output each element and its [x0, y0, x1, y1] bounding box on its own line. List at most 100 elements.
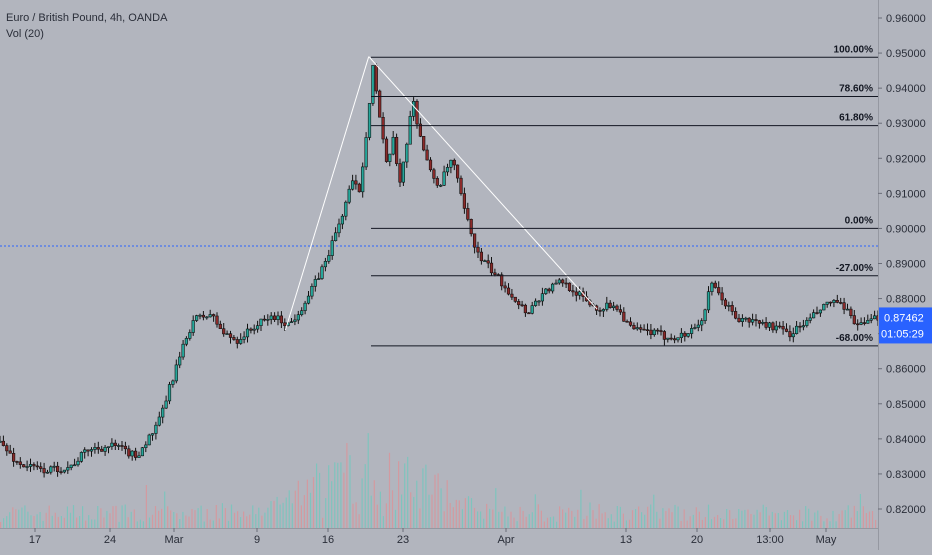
volume-bar [139, 519, 141, 528]
candle-body [839, 302, 843, 304]
volume-bar [799, 509, 801, 528]
volume-bar [519, 506, 521, 528]
candle-body [364, 137, 368, 168]
candle-body [835, 299, 839, 303]
candle-body [73, 464, 77, 467]
volume-bar [610, 514, 612, 528]
volume-bar [504, 506, 506, 528]
candle-body [154, 424, 158, 434]
candle-body [235, 339, 239, 344]
volume-bar [513, 517, 515, 528]
candle-body [801, 325, 805, 328]
candle-body [123, 445, 127, 450]
candle-body [59, 471, 63, 474]
candle-body [506, 287, 511, 295]
candle-body [242, 336, 246, 340]
candle-body [578, 291, 582, 296]
volume-bar [27, 511, 29, 528]
candle-body [832, 299, 836, 303]
volume-bar [467, 496, 470, 528]
volume-bar [237, 511, 239, 528]
candle-body [527, 312, 531, 315]
candle-body [374, 65, 378, 92]
candle-body [818, 309, 822, 314]
volume-bar [60, 516, 62, 528]
volume-bar [601, 513, 603, 528]
volume-bar [592, 510, 594, 528]
volume-bar [15, 509, 17, 528]
candle-body [744, 317, 748, 320]
candle-body [439, 185, 443, 187]
price-tick-label: 0.88000 [886, 294, 926, 306]
current-price-badge[interactable] [879, 307, 932, 344]
trend-line-2[interactable] [368, 56, 598, 310]
volume-bar [823, 521, 825, 528]
candle-body [174, 364, 178, 382]
candle-body [178, 356, 182, 366]
candle-body [140, 447, 145, 457]
candle-body [388, 153, 392, 162]
volume-bar [689, 516, 691, 528]
candle-body [720, 292, 724, 301]
volume-bar [522, 510, 524, 528]
volume-bar [200, 505, 202, 528]
current-price-label: 0.87462 [884, 312, 924, 324]
volume-bar [349, 455, 351, 528]
volume-bar [227, 520, 230, 528]
time-tick-label: Apr [497, 534, 514, 546]
volume-bar [747, 509, 749, 528]
volume-bar [868, 511, 871, 528]
volume-bar [261, 515, 263, 528]
volume-bar [42, 520, 44, 528]
volume-bar [6, 516, 8, 528]
symbol-title[interactable]: Euro / British Pound, 4h, OANDA [6, 12, 168, 24]
candle-body [357, 183, 361, 193]
time-axis[interactable] [0, 528, 878, 550]
candle-body [533, 300, 538, 306]
candle-body [656, 329, 660, 332]
volume-bar [100, 508, 102, 528]
volume-bar [531, 512, 533, 528]
volume-bar [331, 481, 333, 528]
candle-body [272, 315, 277, 320]
volume-bar [489, 508, 491, 528]
volume-indicator-label[interactable]: Vol (20) [6, 28, 44, 40]
candle-body [645, 329, 650, 332]
candle-body [279, 315, 284, 324]
candle-body [503, 285, 507, 289]
volume-bar [768, 515, 770, 528]
volume-bar [358, 514, 360, 528]
volume-bar [543, 521, 545, 528]
volume-bar [607, 518, 609, 528]
candle-body [710, 282, 714, 293]
candle-body [228, 333, 233, 338]
candle-body [774, 325, 778, 331]
volume-bar [808, 508, 810, 528]
candle-body [320, 266, 324, 279]
candle-body [408, 116, 412, 145]
candle-body [361, 166, 365, 193]
volume-bar [850, 517, 852, 528]
volume-bar [94, 519, 96, 528]
volume-bar [565, 512, 567, 528]
price-axis[interactable] [878, 0, 932, 550]
candle-body [476, 246, 480, 253]
volume-bar [853, 505, 855, 528]
volume-bar [300, 505, 302, 528]
trend-line-1[interactable] [284, 56, 370, 331]
candle-body [561, 279, 565, 284]
volume-bar [729, 510, 731, 528]
candle-body [269, 315, 273, 320]
candle-body [540, 293, 544, 302]
candle-body [547, 288, 551, 292]
candle-body [462, 193, 467, 209]
volume-bar [589, 502, 591, 528]
candlestick-series [0, 63, 880, 478]
candle-body [208, 314, 212, 318]
candle-body [96, 447, 100, 450]
volume-bar [212, 520, 214, 528]
volume-bar [206, 509, 208, 528]
volume-bar [276, 496, 278, 528]
